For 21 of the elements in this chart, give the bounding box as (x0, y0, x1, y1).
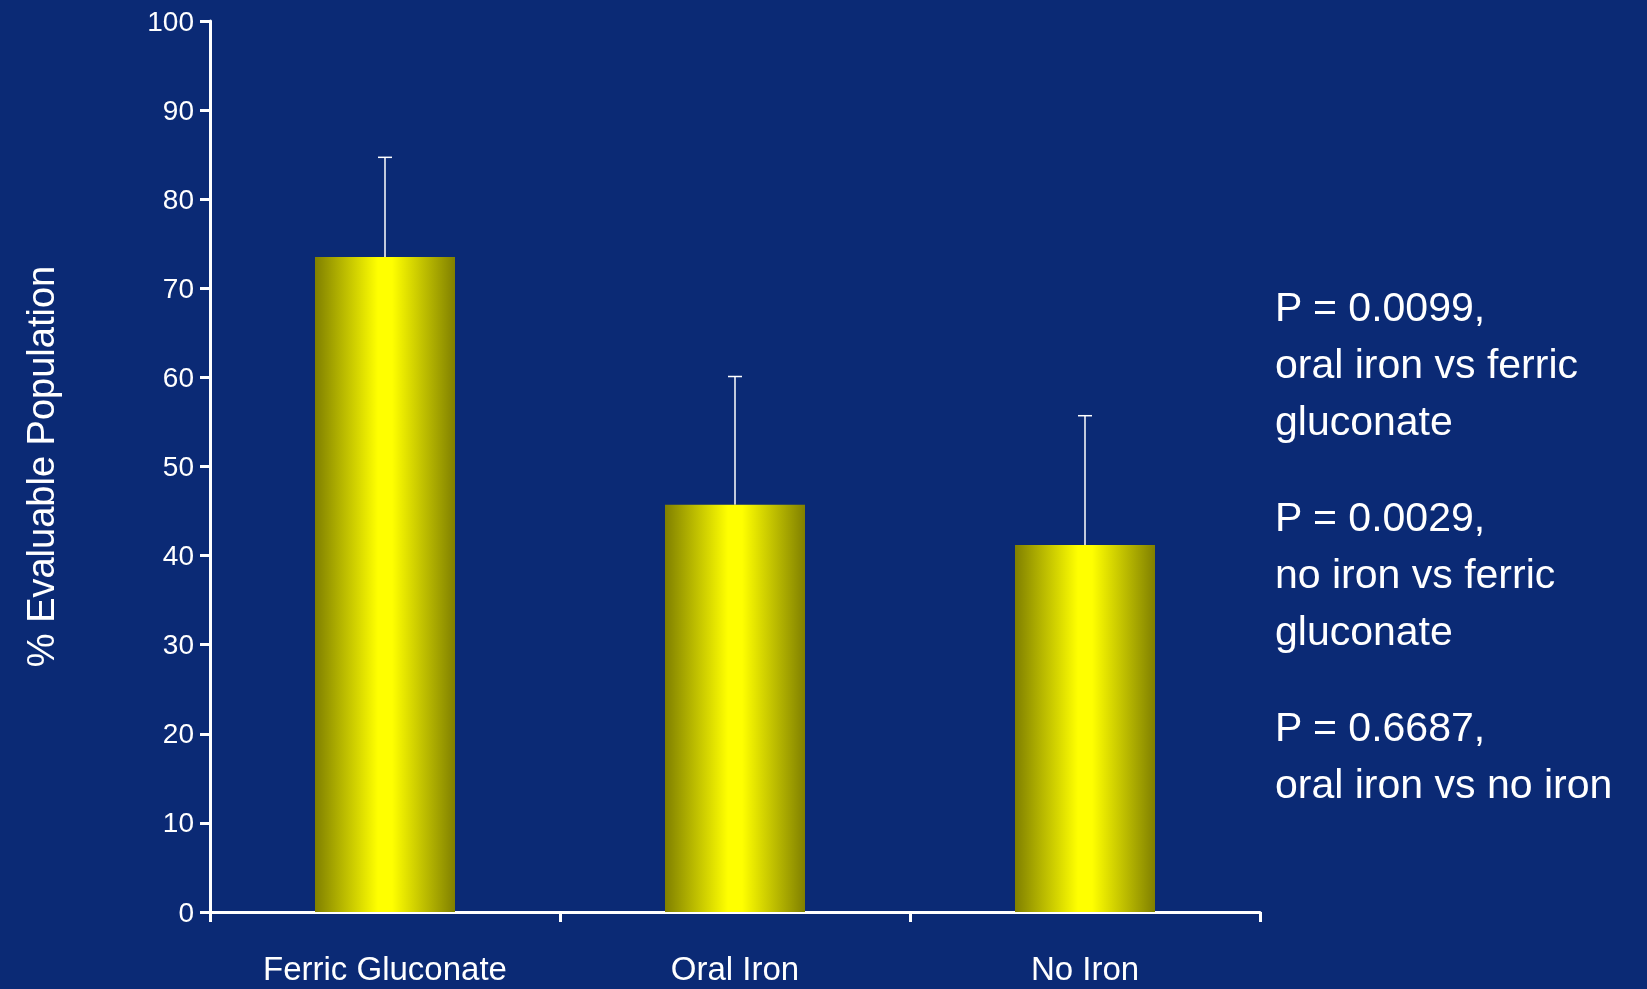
y-tick-label: 70 (162, 272, 194, 304)
y-tick-label: 60 (162, 361, 194, 393)
bar (315, 257, 455, 912)
y-tick-label: 50 (162, 451, 194, 482)
y-tick-label: 80 (162, 183, 194, 215)
y-tick-label: 30 (162, 629, 194, 661)
y-tick-label: 0 (178, 896, 194, 928)
y-tick-label: 10 (162, 807, 194, 839)
text: P = 0.0029, no iron vs ferric gluconate (1275, 493, 1567, 654)
bar (665, 504, 805, 912)
y-tick-label: 20 (162, 718, 194, 750)
y-axis-title: % Evaluable Population (20, 265, 62, 668)
x-tick-label: No Iron (1030, 950, 1140, 987)
y-tick-label: 100 (147, 5, 194, 37)
text: P = 0.0099, oral iron vs ferric gluconate (1275, 283, 1590, 444)
x-tick-label: Oral Iron (670, 950, 800, 987)
text: P = 0.6687, oral iron vs no iron (1275, 703, 1613, 807)
x-tick-label: Ferric Gluconate (263, 950, 507, 987)
bar (1015, 544, 1155, 912)
y-tick-label: 40 (162, 540, 194, 572)
y-tick-label: 90 (162, 94, 194, 126)
